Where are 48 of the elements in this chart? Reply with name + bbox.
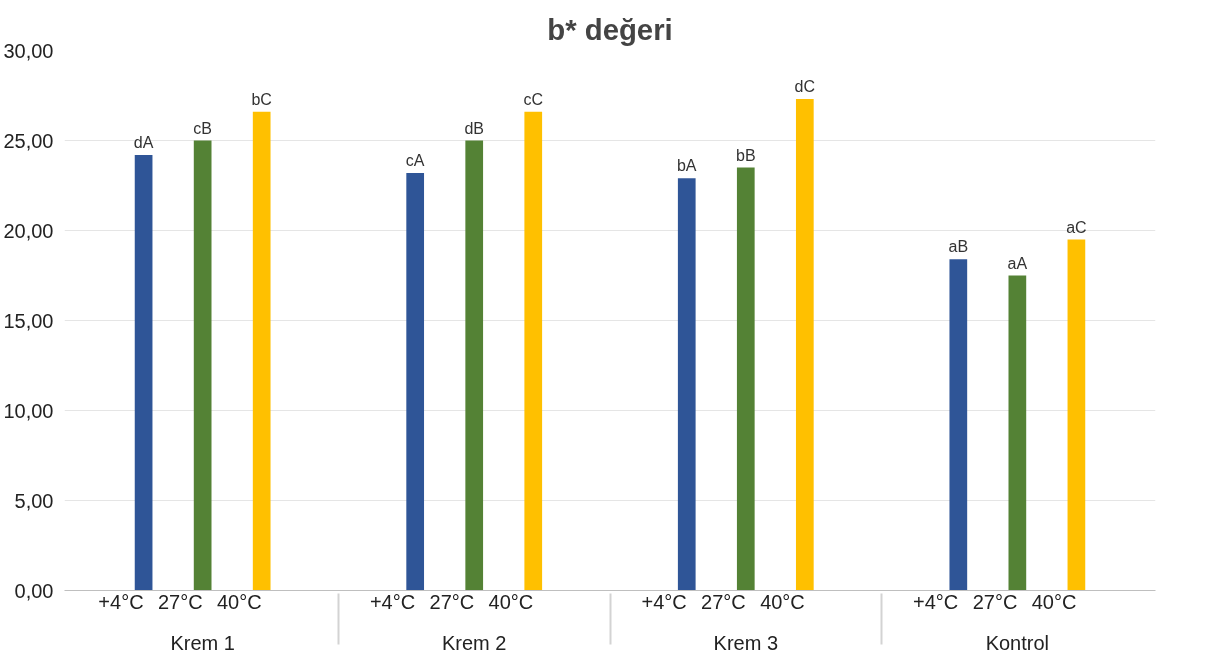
bar <box>677 178 696 591</box>
bar <box>252 111 271 591</box>
x-tick-label: Krem 3 <box>713 631 779 654</box>
data-label: cB <box>193 119 212 137</box>
y-tick-label: 5,00 <box>14 489 54 512</box>
data-label: cA <box>405 151 425 169</box>
y-tick-label: 25,00 <box>3 129 54 152</box>
text: 40°C <box>488 590 534 613</box>
chart-title: b* değeri <box>547 12 673 46</box>
data-label: aB <box>948 238 969 256</box>
data-label: bA <box>676 157 697 175</box>
bar <box>406 172 425 591</box>
data-label: dB <box>464 119 485 137</box>
data-label: cC <box>523 90 544 108</box>
data-label: dA <box>133 133 154 151</box>
text: 27°C <box>429 590 475 613</box>
series-label: +4°C <box>98 590 144 613</box>
bar <box>193 140 212 591</box>
y-tick-label: 20,00 <box>3 219 54 242</box>
y-tick-label: 0,00 <box>14 579 54 602</box>
text: 40°C <box>1031 590 1077 613</box>
x-tick-label: Krem 2 <box>441 631 507 654</box>
y-tick-label: 30,00 <box>3 39 54 62</box>
data-label: dC <box>794 78 816 96</box>
data-label: aA <box>1007 254 1028 272</box>
text: 27°C <box>972 590 1018 613</box>
text: +4°C <box>641 590 687 613</box>
bar <box>465 140 484 591</box>
x-tick-label: Kontrol <box>985 631 1050 654</box>
bar <box>736 167 755 591</box>
data-label: bC <box>251 90 272 108</box>
bar <box>134 154 153 591</box>
data-label: bB <box>736 146 756 164</box>
bar <box>524 111 543 591</box>
text: 40°C <box>760 590 805 613</box>
bar <box>1008 275 1027 591</box>
bar <box>1067 239 1086 591</box>
text: +4°C <box>913 590 959 613</box>
series-label: 27°C <box>157 590 203 613</box>
bar <box>795 99 814 591</box>
series-label: 40°C <box>217 590 262 613</box>
bar <box>949 259 968 591</box>
y-tick-label: 10,00 <box>3 399 54 422</box>
text: +4°C <box>369 590 416 613</box>
y-tick-label: 15,00 <box>3 309 54 332</box>
x-tick-label: Krem 1 <box>170 631 235 654</box>
text: 27°C <box>701 590 746 613</box>
data-label: aC <box>1066 218 1087 236</box>
